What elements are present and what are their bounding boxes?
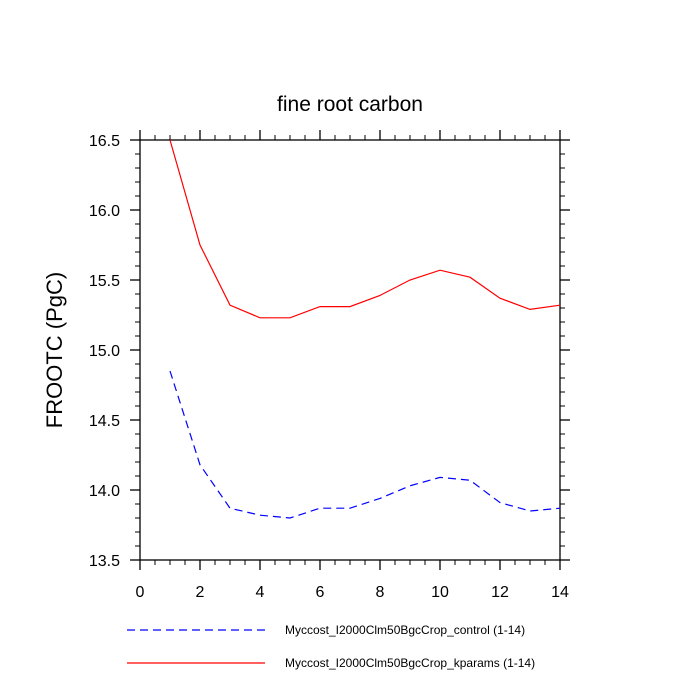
legend-label-2: Myccost_I2000Clm50BgcCrop_kparams (1-14) (285, 656, 535, 670)
x-tick-label: 0 (136, 584, 145, 601)
x-tick-label: 14 (551, 584, 569, 601)
x-tick-label: 4 (256, 584, 265, 601)
y-tick-label: 15.0 (89, 343, 120, 360)
y-tick-label: 13.5 (89, 553, 120, 570)
y-tick-label: 16.0 (89, 203, 120, 220)
x-tick-label: 12 (491, 584, 509, 601)
axis-tick-labels: 0 2 4 6 8 10 12 14 13.5 14.0 14.5 15.0 15.5 16.0 16.5 (89, 133, 569, 601)
series-line-2 (169, 139, 561, 319)
chart-title: fine root carbon (277, 93, 423, 116)
x-tick-label: 8 (376, 584, 385, 601)
legend-label-1: Myccost_I2000Clm50BgcCrop_control (1-14) (285, 623, 525, 637)
x-tick-label: 2 (196, 584, 205, 601)
y-axis-label: FROOTC (PgC) (42, 272, 67, 428)
data-series (169, 139, 561, 519)
series-line-1 (169, 370, 561, 519)
y-tick-label: 14.0 (89, 483, 120, 500)
axis-ticks (130, 130, 570, 570)
y-tick-label: 14.5 (89, 413, 120, 430)
y-tick-label: 15.5 (89, 273, 120, 290)
x-tick-label: 10 (431, 584, 449, 601)
y-tick-label: 16.5 (89, 133, 120, 150)
plot-frame (139, 139, 561, 561)
x-tick-label: 6 (316, 584, 325, 601)
legend: Myccost_I2000Clm50BgcCrop_control (1-14)… (127, 623, 535, 670)
